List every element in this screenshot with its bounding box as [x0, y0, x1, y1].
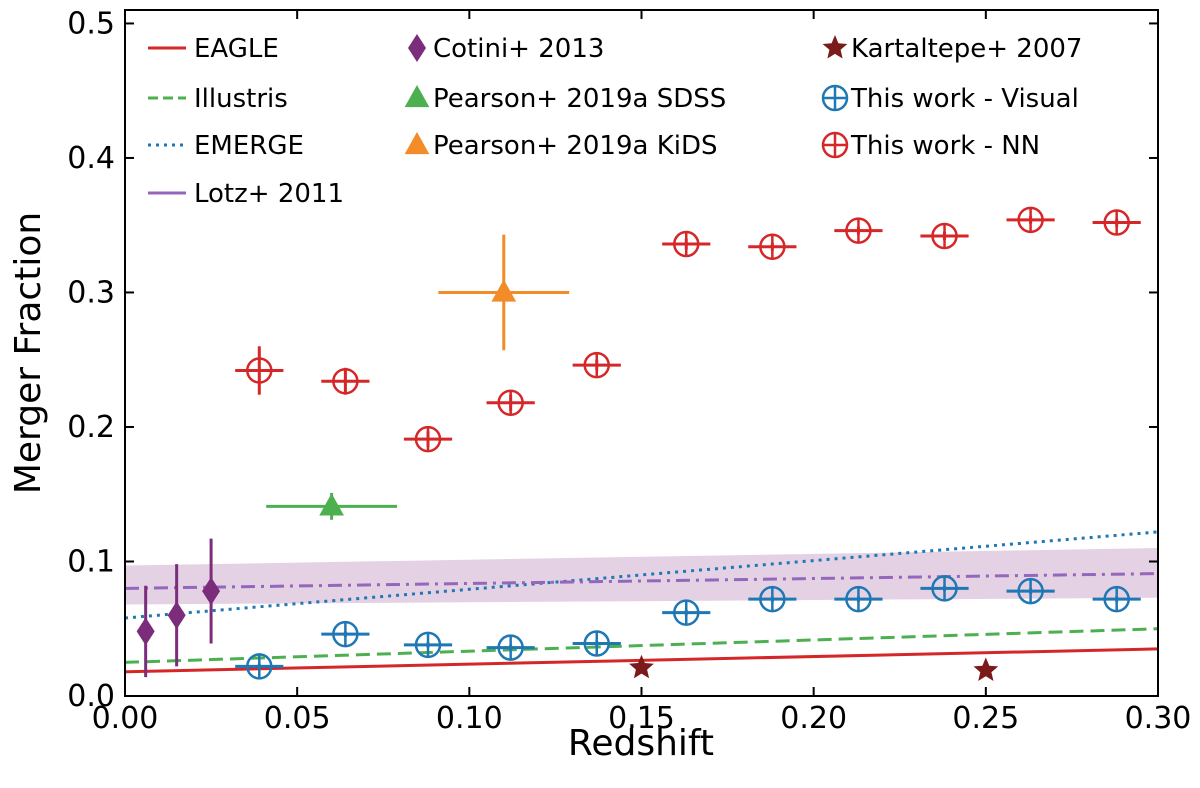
- visual-point: [1092, 585, 1141, 613]
- illustris-line: [124, 627, 1159, 664]
- y-axis-label: Merger Fraction: [8, 212, 49, 494]
- x-tick-label: 0.10: [436, 701, 503, 736]
- x-tick-label: 0.00: [92, 701, 159, 736]
- cotini-marker: [167, 601, 186, 630]
- legend-item-pearson_sdss: Pearson+ 2019a SDSS: [404, 84, 726, 114]
- visual-point: [1006, 577, 1055, 605]
- legend-item-nn: This work - NN: [821, 131, 1040, 161]
- plot-area: [124, 206, 1159, 681]
- legend-item-pearson_kids: Pearson+ 2019a KiDS: [404, 131, 718, 161]
- legend-label: EAGLE: [194, 34, 279, 64]
- legend-label: Cotini+ 2013: [433, 34, 604, 64]
- legend-swatch: [822, 35, 848, 59]
- nn-point: [748, 233, 797, 260]
- legend-label: Kartaltepe+ 2007: [851, 34, 1082, 64]
- legend-label: Pearson+ 2019a SDSS: [433, 84, 726, 114]
- nn-point: [662, 230, 711, 258]
- pearson_kids-point: [438, 234, 570, 351]
- visual-point: [920, 575, 969, 602]
- pearson_kids-marker: [491, 279, 517, 302]
- x-tick-label: 0.25: [952, 701, 1019, 736]
- nn-point: [1092, 209, 1141, 236]
- cotini-marker: [136, 617, 155, 646]
- legend: EAGLE Illustris EMERGE Lotz+ 2011 Cotini+ 20…: [148, 34, 1082, 209]
- legend-label: Illustris: [194, 84, 288, 114]
- pearson_sdss-point: [266, 492, 398, 520]
- cotini-point: [167, 564, 186, 667]
- y-tick-label: 0.3: [67, 275, 115, 310]
- nn-point: [834, 217, 883, 244]
- legend-item-lotz: Lotz+ 2011: [148, 179, 344, 209]
- visual-point: [403, 631, 453, 659]
- lotz-band: [125, 548, 1158, 605]
- visual-point: [321, 620, 370, 648]
- kartaltepe-marker: [973, 657, 999, 681]
- legend-label: This work - Visual: [850, 84, 1079, 114]
- y-tick-label: 0.5: [67, 6, 115, 41]
- nn-point: [235, 346, 284, 395]
- visual-point: [572, 630, 621, 657]
- x-tick-label: 0.20: [780, 701, 847, 736]
- x-tick-label: 0.30: [1125, 701, 1192, 736]
- y-tick-label: 0.2: [67, 410, 115, 445]
- legend-item-emerge: EMERGE: [148, 131, 304, 161]
- visual-point: [662, 599, 711, 626]
- legend-label: This work - NN: [850, 131, 1040, 161]
- legend-label: Lotz+ 2011: [194, 179, 344, 209]
- legend-label: EMERGE: [194, 131, 304, 161]
- legend-label: Pearson+ 2019a KiDS: [433, 131, 718, 161]
- visual-point: [486, 634, 535, 661]
- visual-point: [235, 653, 284, 680]
- nn-point: [321, 367, 370, 395]
- legend-item-visual: This work - Visual: [821, 84, 1079, 114]
- kartaltepe-point: [973, 657, 999, 681]
- legend-item-illustris: Illustris: [148, 84, 288, 114]
- legend-item-eagle: EAGLE: [148, 34, 279, 64]
- nn-point: [920, 222, 969, 250]
- legend-swatch: [404, 132, 430, 155]
- cotini-point: [136, 585, 155, 678]
- nn-point: [403, 425, 453, 453]
- nn-point: [1006, 206, 1055, 234]
- axis-ticks: 0.00 0.05 0.10 0.15 0.20 0.25 0.30 0.0 0.1 0.2 0.3…: [67, 6, 1191, 736]
- legend-item-kartaltepe: Kartaltepe+ 2007: [822, 34, 1082, 64]
- legend-item-cotini: Cotini+ 2013: [408, 34, 604, 64]
- cotini-point: [202, 538, 221, 644]
- legend-swatch: [408, 34, 426, 62]
- cotini-marker: [202, 577, 221, 606]
- x-tick-label: 0.15: [608, 701, 675, 736]
- x-tick-label: 0.05: [264, 701, 331, 736]
- y-tick-label: 0.0: [67, 679, 115, 714]
- x-axis-label: Redshift: [568, 723, 714, 764]
- nn-point: [486, 389, 535, 417]
- nn-point: [572, 351, 621, 379]
- pearson_sdss-marker: [319, 493, 344, 516]
- kartaltepe-marker: [629, 654, 654, 679]
- y-tick-label: 0.1: [67, 544, 115, 579]
- legend-swatch: [404, 85, 430, 108]
- y-tick-label: 0.4: [67, 141, 115, 176]
- kartaltepe-point: [629, 654, 654, 679]
- visual-point: [748, 585, 797, 613]
- visual-point: [834, 585, 883, 613]
